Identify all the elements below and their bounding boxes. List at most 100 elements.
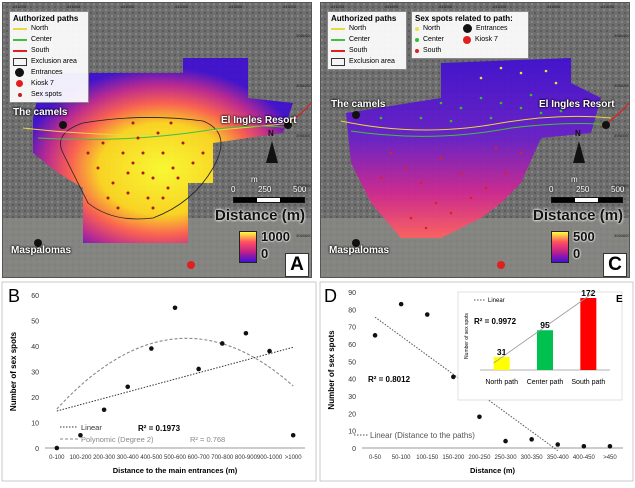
data-point-b (243, 330, 249, 336)
legend-label: Exclusion area (349, 58, 395, 65)
entrance-east-a (284, 121, 292, 129)
x-tick-label-b: 500-600 (164, 455, 187, 461)
top-tick-c: 442400 (493, 4, 507, 9)
inset-bar-e (580, 298, 597, 370)
y-axis-title-b: Number of sex spots (9, 331, 18, 411)
side-tick-c: 3065600 (614, 233, 630, 238)
data-point-b (267, 348, 272, 354)
legend-label: Kiosk 7 (475, 36, 498, 43)
x-tick-label-d: 400-450 (573, 455, 596, 461)
legend-swatch (13, 38, 27, 41)
y-tick-label-d: 0 (352, 446, 356, 453)
inset-bar-value-e: 95 (540, 320, 550, 330)
data-point-d (398, 301, 404, 307)
x-tick-label-b: 900-1000 (257, 455, 283, 461)
chart-b-frame (1, 281, 317, 482)
x-tick-label-d: 0-50 (369, 455, 382, 461)
legend-swatch (463, 35, 471, 44)
side-tick-a: 3065800 (296, 183, 312, 188)
side-tick-a: 3066200 (296, 83, 312, 88)
exclusion-area-a (60, 117, 222, 220)
legend-item-center-c: Center (331, 34, 403, 45)
y-tick-label-b: 0 (35, 446, 39, 453)
r2-linear-b: R² = 0.1973 (138, 424, 181, 433)
x-tick-label-b: 700-800 (211, 455, 234, 461)
place-the-camels-c: The camels (331, 99, 386, 110)
sex-spots-a (86, 121, 205, 210)
map-legend-c: Authorized paths North Center South Excl… (327, 11, 407, 70)
legend-title-c: Authorized paths (331, 14, 397, 23)
legend-item-exclusion-c: Exclusion area (331, 56, 403, 67)
legend-label: North (349, 25, 367, 32)
linear-trendline-b (56, 346, 294, 412)
inset-category-label-e: Center path (527, 379, 564, 386)
scale-bar-c (551, 197, 623, 203)
entrance-south-c (352, 239, 360, 247)
legend-label: North (31, 25, 49, 32)
scale-unit-c: m (571, 175, 578, 184)
data-point-b (196, 366, 201, 372)
scale-bar-a (233, 197, 305, 203)
data-point-b (149, 346, 154, 351)
panel-letter-d: D (324, 286, 337, 306)
inset-bar-value-e: 31 (497, 347, 507, 357)
side-tick-a: 3066000 (296, 133, 312, 138)
legend-swatch (13, 49, 27, 52)
x-tick-label-b: 300-400 (117, 455, 140, 461)
panel-letter-a: A (285, 253, 309, 277)
legend-swatch (13, 27, 27, 30)
legend-label: Exclusion area (31, 58, 77, 65)
legend-swatch (331, 38, 345, 41)
y-tick-label-b: 40 (31, 344, 39, 351)
inset-legend-label-e: Linear (488, 298, 505, 304)
top-tick-a: 443200 (283, 4, 297, 9)
inset-category-label-e: South path (571, 379, 605, 386)
legend-item-spots-a: Sex spots (13, 89, 85, 100)
x-tick-label-b: >1000 (285, 455, 303, 461)
entrance-west-a (59, 121, 67, 129)
inset-trendline-e (493, 291, 595, 364)
side-tick-c: 3066200 (614, 83, 630, 88)
entrance-west-c (352, 111, 360, 119)
chart-d-svg: D 0 10 20 30 40 50 60 70 80 90 0-50 50-100 100-150 150… (319, 281, 634, 482)
colorbar-max-a: 1000 (261, 229, 290, 244)
y-tick-label-d: 10 (348, 429, 356, 436)
data-point-b (78, 432, 83, 438)
scale-label-0-c: 0 (549, 185, 554, 194)
r2-inset-e: R² = 0.9972 (474, 317, 517, 326)
inset-bar-e (493, 357, 510, 370)
beach-area (321, 218, 629, 277)
x-tick-label-b: 0-100 (49, 455, 65, 461)
chart-panel-b: B 0 10 20 30 40 50 60 0-100 100-200 200-300 300-400… (0, 280, 318, 483)
legend-swatch (415, 26, 419, 31)
colorbar-c (551, 231, 569, 263)
legend-label: South (423, 47, 442, 54)
scale-label-500-c: 500 (611, 185, 625, 194)
data-point-d (372, 333, 378, 338)
map-legend-a: Authorized paths North Center South Excl… (9, 11, 89, 103)
x-axis-title-d: Distance (m) (470, 466, 516, 475)
legend-swatch (18, 92, 22, 97)
data-point-d (555, 442, 561, 447)
side-tick-a: 3066400 (296, 33, 312, 38)
legend-label: South (31, 47, 50, 54)
y-tick-label-d: 60 (348, 342, 356, 349)
legend-swatch (331, 49, 345, 52)
legend-label: Sex spots (31, 91, 62, 98)
spots-legend-title: Sex spots related to path: (415, 14, 513, 23)
legend-swatch (415, 37, 419, 42)
sex-spots-center-c (379, 93, 563, 123)
top-tick-a: 442800 (229, 4, 243, 9)
top-tick-c: 443200 (601, 4, 615, 9)
legend-item-north-a: North (13, 23, 85, 34)
data-point-b (125, 384, 131, 390)
data-point-d (424, 312, 430, 317)
legend-swatch (15, 68, 24, 77)
spots-legend-center: Center (415, 34, 463, 45)
r2-poly-b: R² = 0.768 (190, 435, 225, 444)
y-tick-label-d: 80 (348, 307, 356, 314)
side-tick-c: 3066000 (614, 133, 630, 138)
top-tick-a: 442000 (121, 4, 135, 9)
legend-label: Center (31, 36, 53, 43)
legend-item-exclusion-a: Exclusion area (13, 56, 85, 67)
